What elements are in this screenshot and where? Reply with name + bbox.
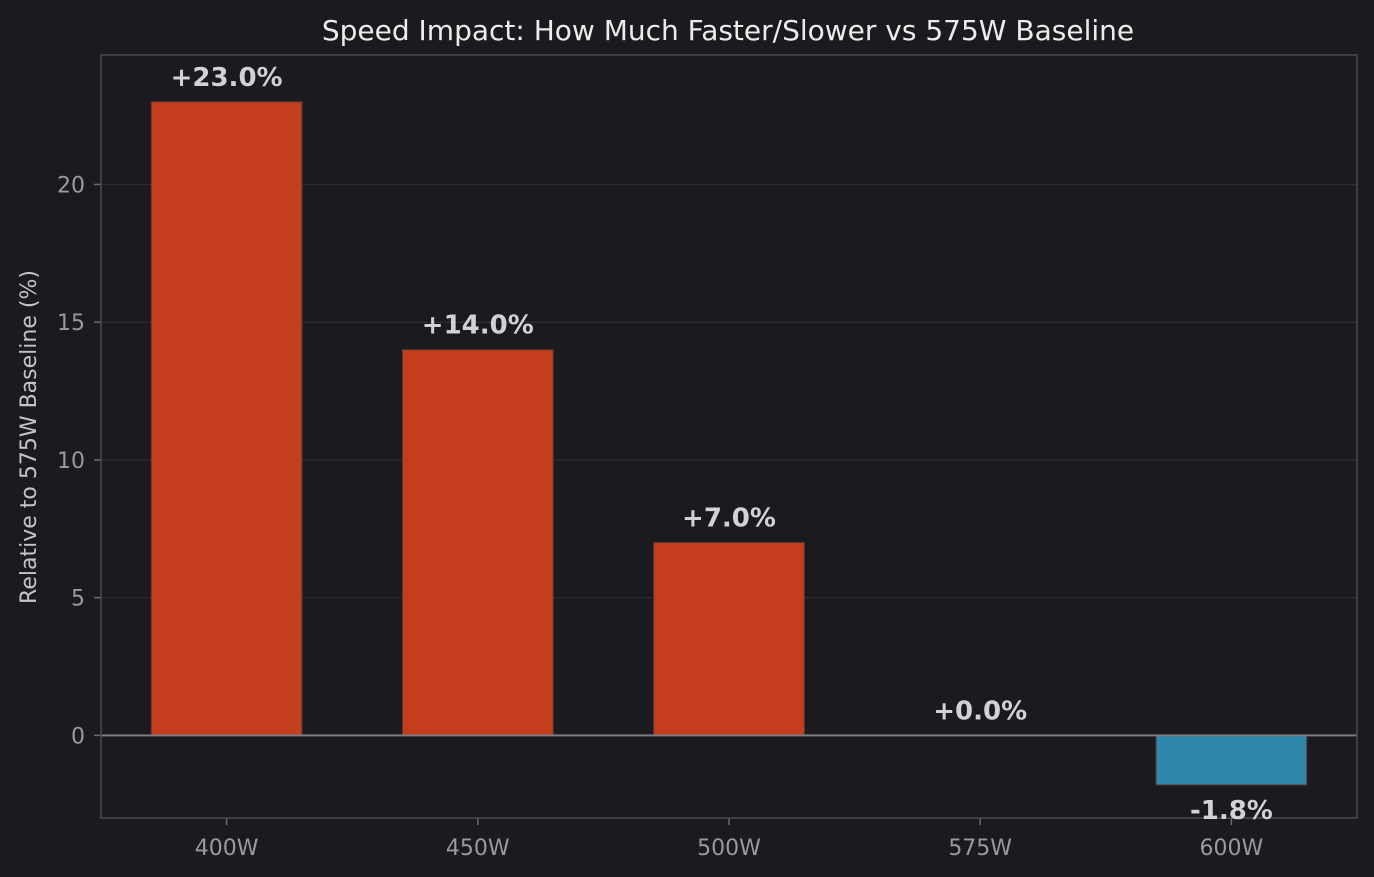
chart-title: Speed Impact: How Much Faster/Slower vs … [322,14,1134,47]
y-axis-label: Relative to 575W Baseline (%) [17,270,42,604]
x-tick-label: 600W [1200,836,1264,861]
bar-600W [1155,734,1308,786]
x-tick-label: 400W [195,836,259,861]
x-tick-label: 575W [948,836,1012,861]
y-tick-label: 10 [57,449,85,474]
y-tick-label: 20 [57,173,85,198]
axes: 0 5 10 15 20 400W 450W 500W 575W 600W [57,54,1358,861]
value-labels: +23.0% +14.0% +7.0% +0.0% -1.8% [171,63,1273,826]
value-label-575W: +0.0% [933,696,1027,726]
value-label-450W: +14.0% [422,311,534,341]
y-tick-label: 15 [57,311,85,336]
value-label-400W: +23.0% [171,63,283,93]
gridlines [101,183,1357,599]
x-tick-label: 500W [697,836,761,861]
y-tick-label: 5 [71,587,85,612]
x-tick-label: 450W [446,836,510,861]
bars [150,101,1308,786]
bar-500W [653,542,805,736]
value-label-500W: +7.0% [682,504,776,534]
plot-frame [100,54,1358,819]
y-tick-label: 0 [71,724,85,749]
bar-400W [150,101,303,736]
bar-450W [401,349,554,736]
value-label-600W: -1.8% [1190,796,1273,826]
